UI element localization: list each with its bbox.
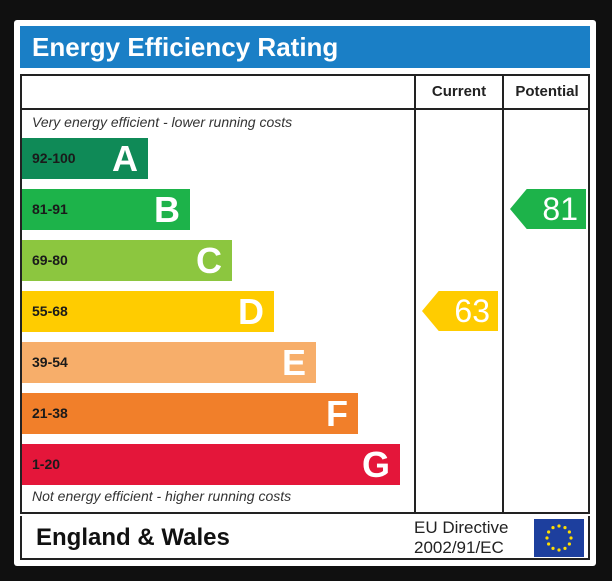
eu-directive: EU Directive 2002/91/EC xyxy=(414,518,508,558)
eu-flag-icon xyxy=(534,519,584,557)
eu-star-icon xyxy=(569,536,573,540)
directive-line-1: EU Directive xyxy=(414,518,509,537)
chart-title: Energy Efficiency Rating xyxy=(20,26,590,68)
band-letter: C xyxy=(196,240,222,281)
potential-column-header: Potential xyxy=(515,83,579,100)
band-letter: A xyxy=(112,138,138,179)
eu-star-icon xyxy=(545,536,549,540)
rating-grid: Current Potential Very energy efficient … xyxy=(20,74,590,514)
band-range-label: 92-100 xyxy=(32,150,76,166)
column-divider-potential xyxy=(502,76,504,512)
eu-star-icon xyxy=(547,542,551,546)
eu-star-icon xyxy=(551,526,555,530)
band-range-label: 55-68 xyxy=(32,303,68,319)
band-range-label: 1-20 xyxy=(32,456,61,472)
band-letter: F xyxy=(326,393,348,434)
eu-star-icon xyxy=(563,526,567,530)
epc-rating-chart: Energy Efficiency Rating Current Potenti… xyxy=(14,20,596,566)
top-note: Very energy efficient - lower running co… xyxy=(32,114,293,130)
eu-star-icon xyxy=(557,548,561,552)
current-column-header: Current xyxy=(431,83,487,100)
band-b: 81-91 B xyxy=(22,189,190,230)
header-divider xyxy=(22,108,588,110)
eu-star-icon xyxy=(551,546,555,550)
bottom-note: Not energy efficient - higher running co… xyxy=(32,488,292,504)
region-label: England & Wales xyxy=(36,524,230,551)
band-d: 55-68 D xyxy=(22,291,274,332)
band-range-label: 81-91 xyxy=(32,201,68,217)
eu-star-icon xyxy=(567,542,571,546)
potential-rating-arrow: 81 xyxy=(510,189,586,229)
band-range-label: 69-80 xyxy=(32,252,68,268)
band-letter: D xyxy=(238,291,264,332)
band-letter: B xyxy=(154,189,180,230)
band-range-label: 21-38 xyxy=(32,405,68,421)
band-letter: E xyxy=(281,342,306,383)
footer: England & Wales EU Directive 2002/91/EC xyxy=(20,516,590,560)
directive-line-2: 2002/91/EC xyxy=(414,538,504,557)
eu-star-icon xyxy=(547,530,551,534)
eu-star-icon xyxy=(557,524,561,528)
band-letter: G xyxy=(361,444,390,485)
band-range-label: 39-54 xyxy=(32,354,68,370)
eu-star-icon xyxy=(563,546,567,550)
band-c: 69-80 C xyxy=(22,240,232,281)
band-g: 1-20 G xyxy=(22,444,400,485)
band-a: 92-100 A xyxy=(22,138,148,179)
eu-star-icon xyxy=(567,530,571,534)
band-e: 39-54 E xyxy=(22,342,316,383)
band-f: 21-38 F xyxy=(22,393,358,434)
current-rating-arrow: 63 xyxy=(422,291,498,331)
column-divider-current xyxy=(414,76,416,512)
